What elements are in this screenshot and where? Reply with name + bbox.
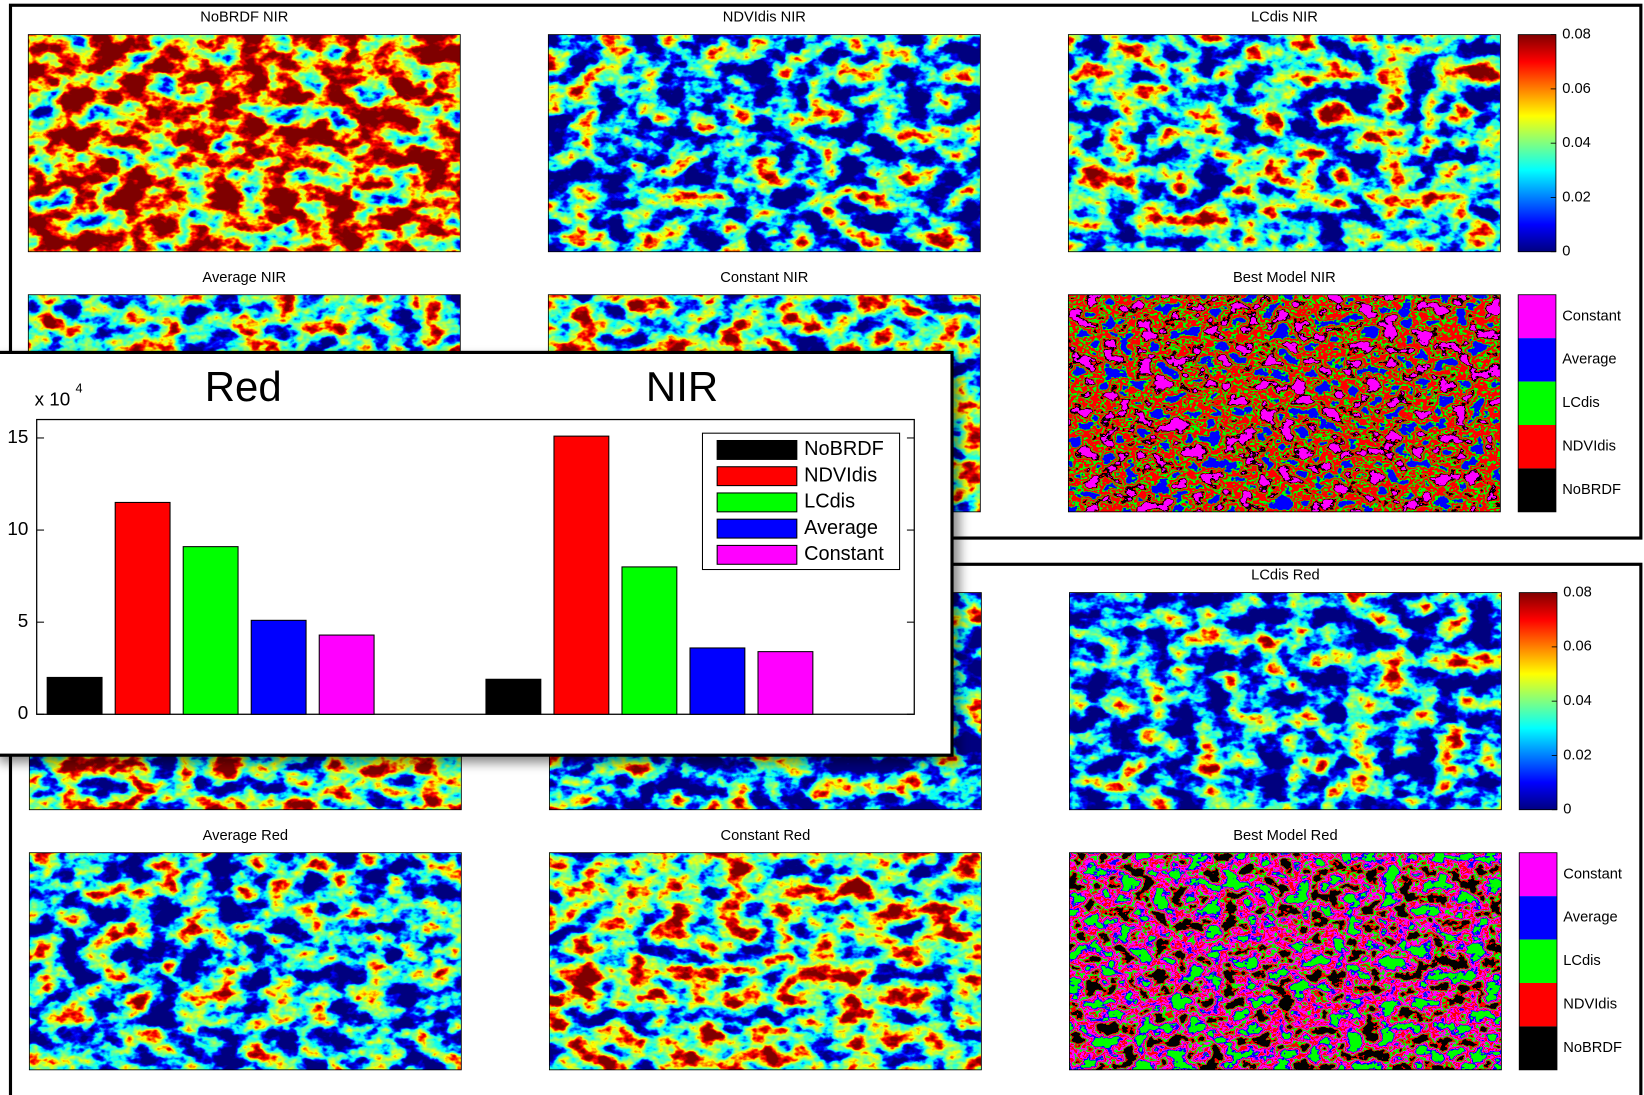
class-swatch bbox=[1519, 940, 1557, 983]
map-title: Average Red bbox=[203, 828, 288, 844]
y-tick-label: 10 bbox=[7, 518, 28, 539]
class-label: NDVIdis bbox=[1563, 997, 1617, 1013]
bar bbox=[758, 652, 813, 715]
map-title: NDVIdis NIR bbox=[723, 10, 806, 26]
colorbar bbox=[1518, 35, 1556, 252]
colorbar-tick-label: 0.08 bbox=[1562, 26, 1591, 42]
class-swatch bbox=[1518, 425, 1556, 468]
map-image bbox=[29, 853, 461, 1070]
class-label: Average bbox=[1563, 910, 1617, 926]
map-title: Best Model Red bbox=[1233, 828, 1337, 844]
bar bbox=[554, 436, 609, 714]
page: { "nir_panel": { "maps": ["NoBRDF NIR", … bbox=[0, 0, 1644, 1095]
bar bbox=[690, 648, 745, 714]
figure: NoBRDF NIR NDVIdis NIR LCdis NIR Average NI… bbox=[0, 0, 1644, 1095]
bar bbox=[486, 679, 541, 714]
legend-label: Constant bbox=[804, 543, 884, 565]
legend-swatch bbox=[717, 493, 797, 512]
bar bbox=[622, 567, 677, 714]
colorbar-tick-label: 0.08 bbox=[1563, 584, 1592, 600]
class-swatch bbox=[1519, 853, 1557, 896]
class-label: Constant bbox=[1562, 308, 1621, 324]
map-title: Constant NIR bbox=[720, 270, 808, 286]
y-multiplier-exponent: 4 bbox=[75, 381, 82, 395]
legend-label: NoBRDF bbox=[804, 438, 884, 460]
bar-chart-overlay: x 10 4 0 5 10 15 Red NIR NoBRDF NDVIdis LCdis Ave… bbox=[0, 352, 952, 755]
legend-swatch bbox=[717, 519, 797, 538]
class-label: Average bbox=[1562, 352, 1616, 368]
class-label: NoBRDF bbox=[1562, 482, 1621, 498]
map-image bbox=[1069, 853, 1501, 1070]
y-tick-label: 5 bbox=[18, 610, 28, 631]
class-label: NoBRDF bbox=[1563, 1040, 1622, 1056]
colorbar-tick-label: 0.02 bbox=[1562, 189, 1591, 205]
map-title: Constant Red bbox=[721, 828, 811, 844]
category-title: Red bbox=[205, 363, 282, 410]
colorbar-tick-label: 0.06 bbox=[1563, 639, 1592, 655]
legend-swatch bbox=[717, 467, 797, 486]
bar bbox=[251, 620, 306, 714]
colorbar bbox=[1519, 593, 1557, 810]
legend-label: Average bbox=[804, 517, 878, 539]
class-swatch bbox=[1518, 468, 1556, 511]
bar bbox=[319, 635, 374, 714]
legend-label: LCdis bbox=[804, 491, 855, 513]
y-tick-label: 15 bbox=[7, 426, 28, 447]
map-image bbox=[28, 35, 460, 252]
class-swatch bbox=[1518, 295, 1556, 338]
map-image bbox=[1068, 35, 1500, 252]
class-label: NDVIdis bbox=[1562, 439, 1616, 455]
map-title: LCdis Red bbox=[1251, 568, 1320, 584]
class-label: Constant bbox=[1563, 866, 1622, 882]
legend-label: NDVIdis bbox=[804, 464, 877, 486]
colorbar-tick-label: 0.04 bbox=[1563, 693, 1592, 709]
class-swatch bbox=[1518, 382, 1556, 425]
y-tick-label: 0 bbox=[18, 702, 28, 723]
class-swatch bbox=[1519, 1026, 1557, 1069]
map-title: LCdis NIR bbox=[1251, 10, 1318, 26]
class-label: LCdis bbox=[1563, 953, 1601, 969]
legend-swatch bbox=[717, 441, 797, 460]
map-title: Average NIR bbox=[202, 270, 286, 286]
category-title: NIR bbox=[646, 363, 718, 410]
map-title: Best Model NIR bbox=[1233, 270, 1336, 286]
map-image bbox=[548, 35, 980, 252]
bar bbox=[183, 547, 238, 715]
legend-swatch bbox=[717, 545, 797, 564]
bar bbox=[47, 677, 102, 714]
colorbar-tick-label: 0 bbox=[1563, 802, 1571, 818]
map-image bbox=[549, 853, 981, 1070]
class-swatch bbox=[1518, 338, 1556, 381]
bar bbox=[115, 502, 170, 714]
colorbar-tick-label: 0.04 bbox=[1562, 135, 1591, 151]
colorbar-tick-label: 0 bbox=[1562, 244, 1570, 260]
map-image bbox=[1068, 295, 1500, 512]
map-title: NoBRDF NIR bbox=[200, 10, 288, 26]
map-image bbox=[1069, 593, 1501, 810]
class-swatch bbox=[1519, 983, 1557, 1026]
y-multiplier: x 10 bbox=[35, 389, 71, 410]
class-swatch bbox=[1519, 896, 1557, 939]
class-label: LCdis bbox=[1562, 395, 1600, 411]
colorbar-tick-label: 0.02 bbox=[1563, 747, 1592, 763]
colorbar-tick-label: 0.06 bbox=[1562, 81, 1591, 97]
